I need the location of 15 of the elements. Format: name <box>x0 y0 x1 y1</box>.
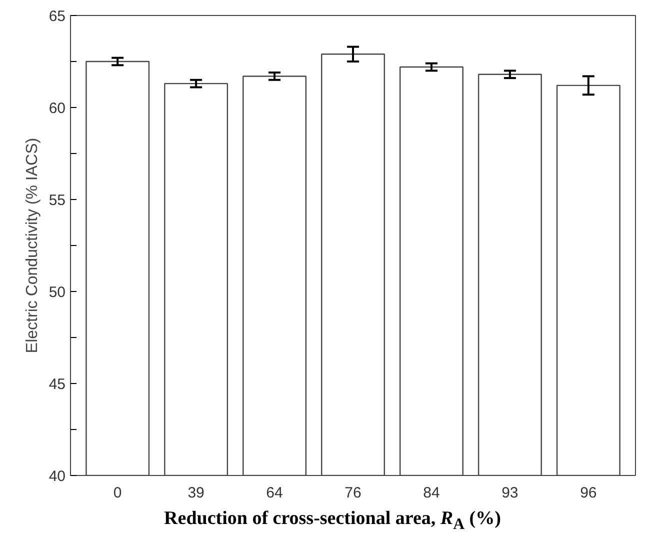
y-tick-label: 50 <box>48 284 66 301</box>
x-tick-label: 93 <box>502 484 518 502</box>
y-tick-label: 45 <box>48 376 66 393</box>
y-axis-title: Electric Conductivity (% IACS) <box>24 138 41 354</box>
x-tick-label: 96 <box>580 484 597 502</box>
x-tick-label: 84 <box>423 484 440 502</box>
y-tick-label: 60 <box>48 100 66 117</box>
x-axis-title: Reduction of cross-sectional area, R$_{A}$ (%) <box>164 507 501 535</box>
y-tick-label: 55 <box>48 192 66 209</box>
y-tick-label: 40 <box>48 468 66 485</box>
x-tick-label: 0 <box>113 484 122 502</box>
x-tick-label: 39 <box>188 484 204 502</box>
y-tick-label: 65 <box>48 8 66 25</box>
x-tick-label: 64 <box>266 484 283 502</box>
x-tick-label: 76 <box>344 484 362 502</box>
